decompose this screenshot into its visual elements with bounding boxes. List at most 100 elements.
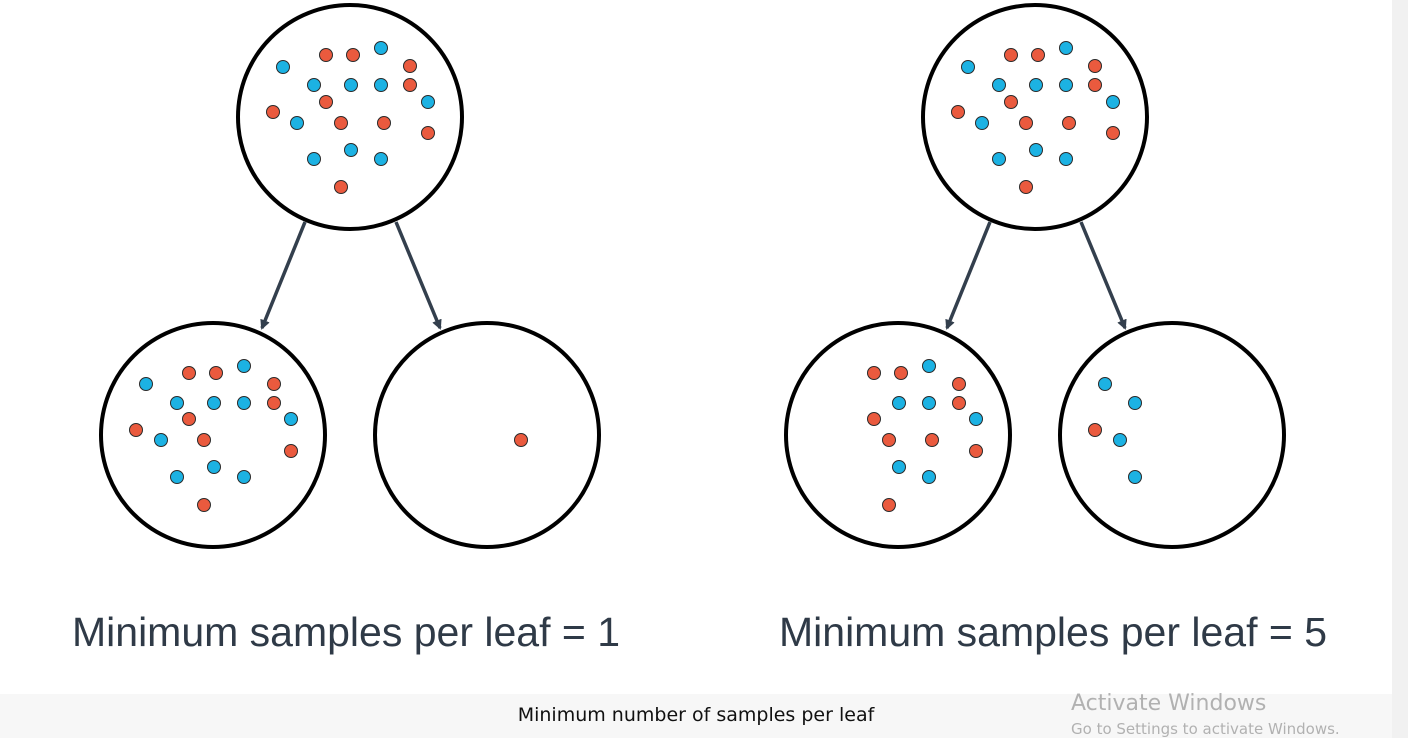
blue-sample-point	[207, 460, 221, 474]
blue-sample-point	[1029, 78, 1043, 92]
right-leaf-points	[1088, 377, 1142, 484]
red-sample-point	[882, 433, 896, 447]
red-sample-point	[1088, 78, 1102, 92]
red-sample-point	[952, 377, 966, 391]
blue-sample-point	[237, 396, 251, 410]
blue-sample-point	[290, 116, 304, 130]
blue-sample-point	[1128, 396, 1142, 410]
decision-tree-diagram	[99, 3, 1286, 549]
figure-caption: Minimum number of samples per leaf	[517, 704, 875, 726]
red-sample-point	[867, 366, 881, 380]
red-sample-point	[334, 180, 348, 194]
arrow-to-left-leaf	[260, 221, 307, 330]
red-sample-point	[346, 48, 360, 62]
blue-sample-point	[1029, 143, 1043, 157]
scrollbar-track[interactable]	[1392, 0, 1408, 738]
blue-sample-point	[374, 78, 388, 92]
arrow-to-left-leaf	[945, 221, 992, 330]
blue-sample-point	[207, 396, 221, 410]
tree-panel-min-leaf-1	[99, 3, 601, 549]
blue-sample-point	[922, 470, 936, 484]
red-sample-point	[1019, 180, 1033, 194]
blue-sample-point	[170, 470, 184, 484]
blue-sample-point	[1106, 95, 1120, 109]
blue-sample-point	[284, 412, 298, 426]
red-sample-point	[319, 48, 333, 62]
red-sample-point	[319, 95, 333, 109]
blue-sample-point	[307, 78, 321, 92]
red-sample-point	[182, 366, 196, 380]
blue-sample-point	[892, 460, 906, 474]
red-sample-point	[267, 377, 281, 391]
red-sample-point	[334, 116, 348, 130]
red-sample-point	[421, 126, 435, 140]
blue-sample-point	[961, 60, 975, 74]
red-sample-point	[1004, 48, 1018, 62]
blue-sample-point	[307, 152, 321, 166]
left-leaf-circle	[99, 321, 327, 549]
blue-sample-point	[1059, 152, 1073, 166]
blue-sample-point	[1059, 78, 1073, 92]
left-leaf-points	[129, 359, 298, 512]
figure-panel: Minimum samples per leaf = 1 Minimum sam…	[72, 3, 1328, 655]
red-sample-point	[403, 59, 417, 73]
blue-sample-point	[922, 359, 936, 373]
blue-sample-point	[374, 152, 388, 166]
blue-sample-point	[1098, 377, 1112, 391]
blue-sample-point	[139, 377, 153, 391]
red-sample-point	[182, 412, 196, 426]
arrow-to-right-leaf	[394, 221, 442, 330]
blue-sample-point	[1059, 41, 1073, 55]
blue-sample-point	[992, 78, 1006, 92]
red-sample-point	[209, 366, 223, 380]
red-sample-point	[197, 433, 211, 447]
parent-node-points	[951, 41, 1120, 194]
red-sample-point	[1031, 48, 1045, 62]
right-leaf-circle	[1058, 321, 1286, 549]
red-sample-point	[882, 498, 896, 512]
left-leaf-circle	[784, 321, 1012, 549]
blue-sample-point	[975, 116, 989, 130]
red-sample-point	[894, 366, 908, 380]
blue-sample-point	[1113, 433, 1127, 447]
red-sample-point	[1088, 423, 1102, 437]
blue-sample-point	[344, 78, 358, 92]
blue-sample-point	[344, 143, 358, 157]
right-leaf-points	[514, 433, 528, 447]
panel-label-min-leaf-1: Minimum samples per leaf = 1	[72, 609, 621, 655]
blue-sample-point	[892, 396, 906, 410]
red-sample-point	[129, 423, 143, 437]
red-sample-point	[1088, 59, 1102, 73]
blue-sample-point	[992, 152, 1006, 166]
red-sample-point	[867, 412, 881, 426]
blue-sample-point	[969, 412, 983, 426]
blue-sample-point	[154, 433, 168, 447]
parent-node-points	[266, 41, 435, 194]
blue-sample-point	[237, 470, 251, 484]
red-sample-point	[951, 105, 965, 119]
blue-sample-point	[276, 60, 290, 74]
red-sample-point	[1004, 95, 1018, 109]
blue-sample-point	[170, 396, 184, 410]
red-sample-point	[969, 444, 983, 458]
left-leaf-points	[867, 359, 983, 512]
blue-sample-point	[237, 359, 251, 373]
red-sample-point	[925, 433, 939, 447]
red-sample-point	[284, 444, 298, 458]
red-sample-point	[1106, 126, 1120, 140]
red-sample-point	[266, 105, 280, 119]
blue-sample-point	[374, 41, 388, 55]
red-sample-point	[377, 116, 391, 130]
red-sample-point	[197, 498, 211, 512]
red-sample-point	[514, 433, 528, 447]
tree-panel-min-leaf-5	[784, 3, 1286, 549]
panel-label-min-leaf-5: Minimum samples per leaf = 5	[779, 609, 1328, 655]
red-sample-point	[1019, 116, 1033, 130]
red-sample-point	[403, 78, 417, 92]
blue-sample-point	[922, 396, 936, 410]
blue-sample-point	[1128, 470, 1142, 484]
right-leaf-circle	[373, 321, 601, 549]
red-sample-point	[267, 396, 281, 410]
blue-sample-point	[421, 95, 435, 109]
red-sample-point	[1062, 116, 1076, 130]
